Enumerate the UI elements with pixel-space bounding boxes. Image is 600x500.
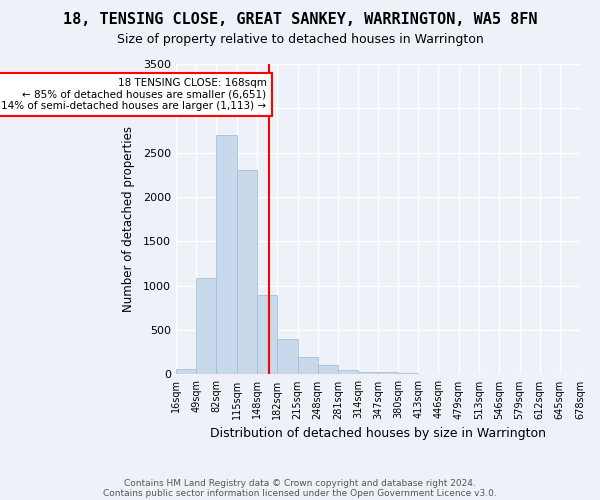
Bar	[338, 370, 358, 374]
Text: Size of property relative to detached houses in Warrington: Size of property relative to detached ho…	[116, 32, 484, 46]
Y-axis label: Number of detached properties: Number of detached properties	[122, 126, 135, 312]
Bar	[298, 356, 317, 374]
Bar	[176, 369, 196, 374]
Bar	[236, 170, 257, 374]
Bar	[277, 339, 298, 374]
Bar	[317, 364, 338, 374]
Bar	[257, 294, 277, 374]
Bar	[398, 372, 418, 374]
Bar	[378, 372, 398, 374]
Bar	[358, 372, 378, 374]
Text: Contains HM Land Registry data © Crown copyright and database right 2024.: Contains HM Land Registry data © Crown c…	[124, 478, 476, 488]
Bar	[217, 135, 236, 374]
Text: 18, TENSING CLOSE, GREAT SANKEY, WARRINGTON, WA5 8FN: 18, TENSING CLOSE, GREAT SANKEY, WARRING…	[63, 12, 537, 28]
Text: Contains public sector information licensed under the Open Government Licence v3: Contains public sector information licen…	[103, 488, 497, 498]
X-axis label: Distribution of detached houses by size in Warrington: Distribution of detached houses by size …	[210, 427, 546, 440]
Text: 18 TENSING CLOSE: 168sqm
← 85% of detached houses are smaller (6,651)
14% of sem: 18 TENSING CLOSE: 168sqm ← 85% of detach…	[1, 78, 266, 111]
Bar	[196, 278, 217, 374]
